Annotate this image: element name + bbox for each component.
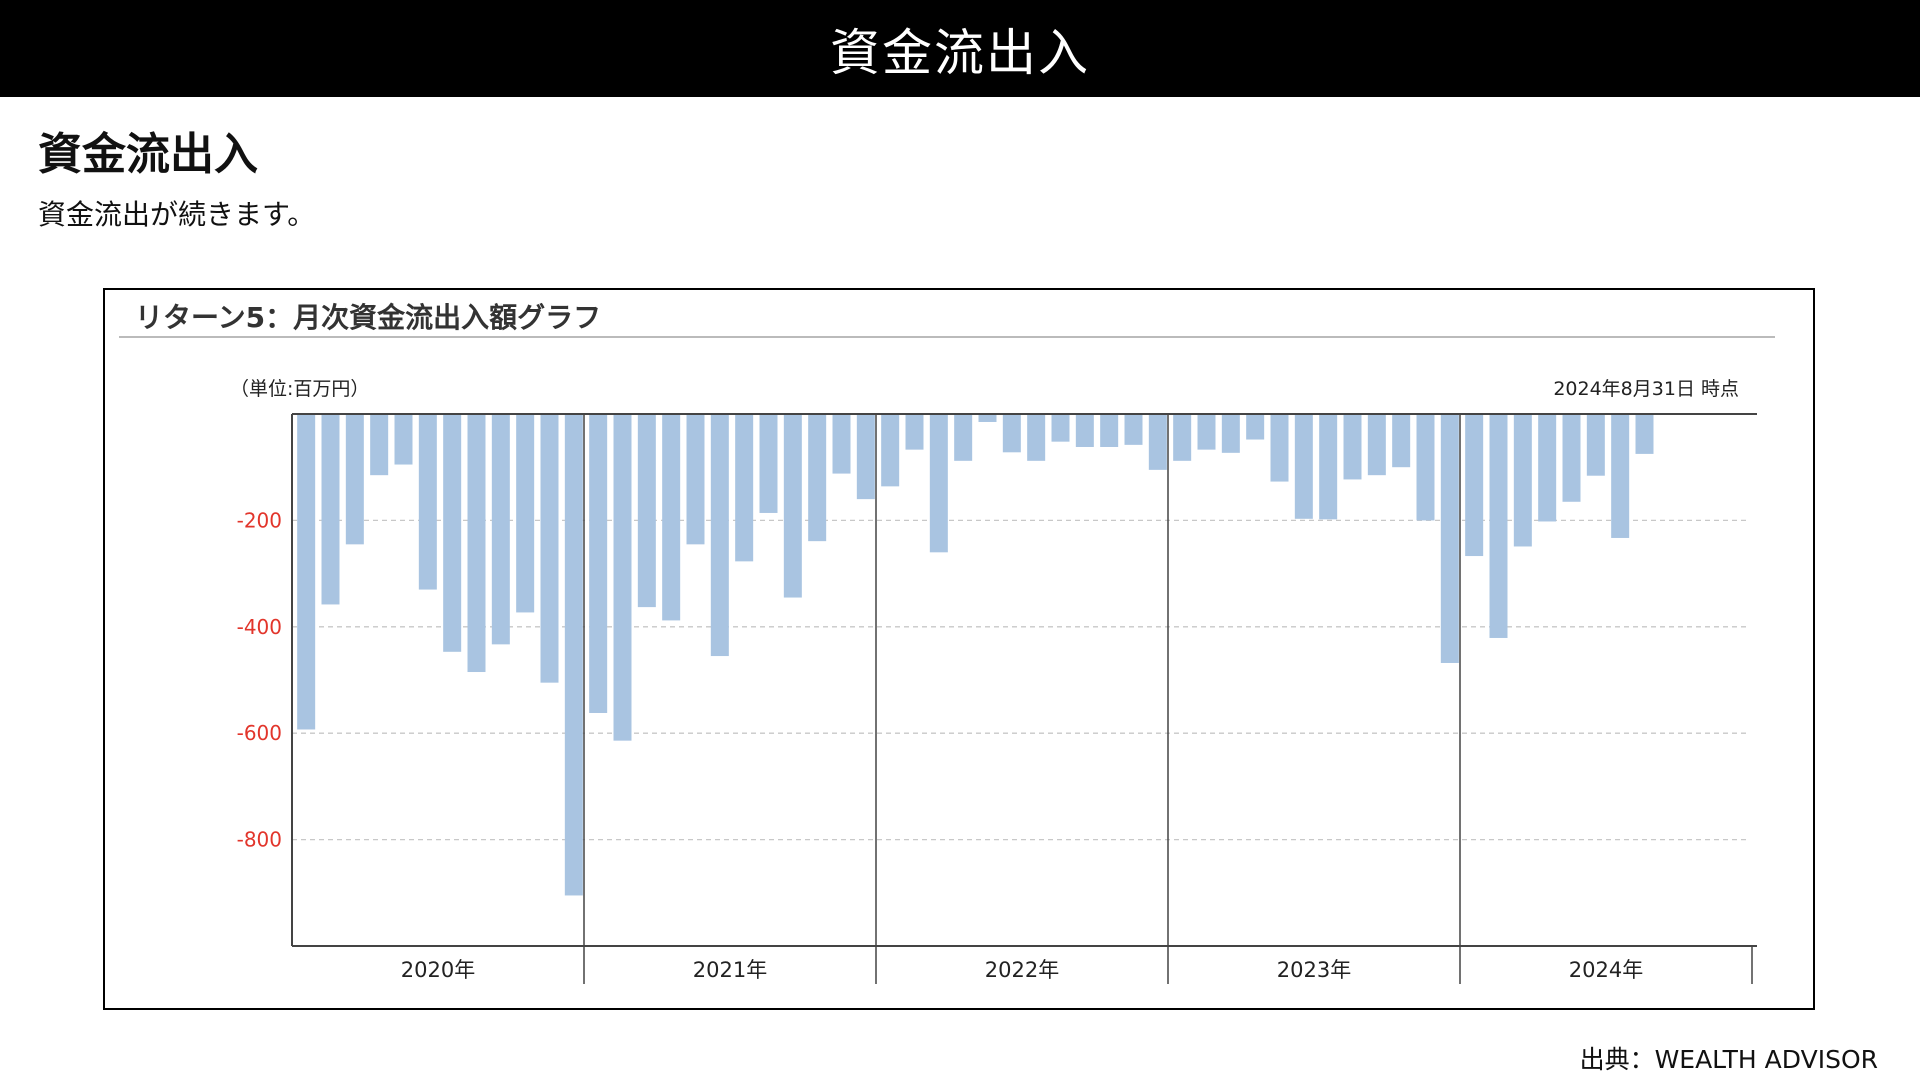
y-tick-label: -600 (237, 721, 282, 745)
x-tick-label: 2021年 (693, 958, 767, 982)
bar (589, 414, 608, 713)
bar (1027, 414, 1046, 461)
bar (516, 414, 535, 613)
y-tick-label: -800 (237, 828, 282, 852)
bar (1611, 414, 1630, 538)
bar (1586, 414, 1605, 476)
bar (759, 414, 778, 513)
bar (978, 414, 997, 422)
banner-title: 資金流出入 (830, 23, 1090, 82)
bar (370, 414, 389, 476)
bar (1051, 414, 1070, 442)
bar (686, 414, 705, 545)
bar (321, 414, 340, 605)
bar (1635, 414, 1654, 454)
bar (467, 414, 486, 673)
bar (783, 414, 802, 598)
bar (1075, 414, 1094, 447)
source-credit: 出典：WEALTH ADVISOR (1579, 1045, 1878, 1074)
bar (929, 414, 948, 553)
bar (662, 414, 681, 621)
bar (443, 414, 462, 652)
as-of-date: 2024年8月31日 時点 (1553, 378, 1739, 400)
bar (1294, 414, 1313, 519)
bar (637, 414, 656, 608)
bar (1562, 414, 1581, 502)
bar (540, 414, 559, 683)
bar (1221, 414, 1240, 453)
bar (1173, 414, 1192, 461)
bar (1392, 414, 1411, 468)
bar (1489, 414, 1508, 638)
bar (1465, 414, 1484, 557)
bar (856, 414, 875, 500)
bar (345, 414, 364, 545)
section-heading: 資金流出入 (38, 129, 258, 180)
bar (418, 414, 437, 590)
bar (1416, 414, 1435, 521)
bar (1367, 414, 1386, 476)
bar (808, 414, 827, 542)
bar-chart: -200 -400 -600 -800 2020年 2021年 2022年 2023年 2024… (237, 413, 1757, 984)
chart-title-rule (119, 336, 1775, 338)
section-text: 資金流出が続きます。 (38, 198, 316, 231)
bar (564, 414, 583, 896)
bar (1197, 414, 1216, 450)
bar (881, 414, 900, 487)
chart-panel: リターン5：月次資金流出入額グラフ （単位:百万円） 2024年8月31日 時点… (103, 288, 1815, 1010)
bar (1440, 414, 1459, 663)
bar (394, 414, 413, 465)
x-tick-label: 2022年 (985, 958, 1059, 982)
y-tick-label: -200 (237, 508, 282, 532)
bar (1538, 414, 1557, 522)
chart-title: リターン5：月次資金流出入額グラフ (135, 301, 602, 334)
top-banner: 資金流出入 (0, 0, 1920, 97)
bar (710, 414, 729, 657)
x-tick-label: 2020年 (401, 958, 475, 982)
x-tick-label: 2023年 (1277, 958, 1351, 982)
unit-label: （単位:百万円） (230, 378, 370, 400)
bar (297, 414, 316, 730)
bar (1319, 414, 1338, 520)
bar (1148, 414, 1167, 470)
bar (1246, 414, 1265, 440)
bar (491, 414, 510, 645)
bar (1343, 414, 1362, 480)
y-tick-label: -400 (237, 615, 282, 639)
bar (954, 414, 973, 461)
bar (613, 414, 632, 741)
bar (1513, 414, 1532, 547)
bar (1270, 414, 1289, 482)
bar (1002, 414, 1021, 453)
bar (905, 414, 924, 450)
x-tick-label: 2024年 (1569, 958, 1643, 982)
bar (735, 414, 754, 562)
bar (832, 414, 851, 474)
bar (1124, 414, 1143, 445)
bar (1100, 414, 1119, 447)
